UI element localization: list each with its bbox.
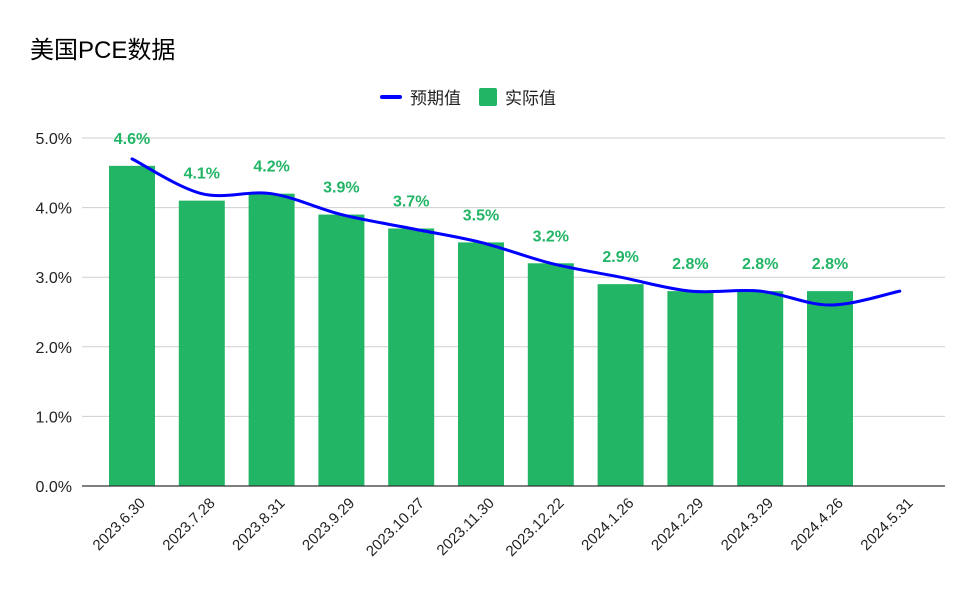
data-label: 3.7% [393, 193, 429, 210]
x-tick-label: 2024.1.26 [578, 495, 637, 554]
x-tick-label: 2023.12.22 [503, 495, 568, 560]
data-label: 3.2% [533, 228, 569, 245]
bar [527, 263, 574, 486]
legend-item-actual: 实际值 [479, 84, 556, 109]
data-label: 4.1% [184, 166, 220, 183]
data-label: 3.5% [463, 207, 499, 224]
data-label: 2.8% [742, 256, 778, 273]
data-label: 2.8% [672, 256, 708, 273]
x-tick-label: 2023.6.30 [90, 495, 149, 554]
chart-title: 美国PCE数据 [30, 37, 176, 64]
bar [458, 242, 504, 486]
legend-label-expected: 预期值 [410, 89, 461, 108]
y-tick-label: 4.0% [36, 201, 72, 218]
y-tick-label: 5.0% [36, 131, 72, 148]
data-label: 2.9% [602, 249, 638, 266]
legend-swatch-actual [479, 87, 497, 106]
bar [667, 291, 714, 486]
y-tick-label: 3.0% [36, 270, 72, 287]
bar [597, 284, 644, 486]
data-label: 3.9% [323, 180, 359, 197]
x-tick-label: 2023.11.30 [434, 495, 498, 559]
bar [807, 291, 853, 486]
bar [737, 291, 784, 486]
x-tick-label: 2024.3.29 [718, 495, 777, 554]
y-tick-label: 1.0% [36, 409, 72, 426]
legend-item-expected: 预期值 [380, 84, 461, 109]
x-tick-label: 2023.7.28 [159, 495, 218, 554]
x-tick-label: 2024.4.26 [788, 495, 847, 554]
x-tick-label: 2024.2.29 [648, 495, 707, 554]
y-tick-label: 0.0% [36, 479, 72, 496]
legend: 预期值 实际值 [380, 84, 556, 109]
legend-label-actual: 实际值 [505, 89, 556, 108]
bar [388, 228, 435, 487]
bar [248, 193, 295, 486]
data-label: 2.8% [812, 256, 848, 273]
bar [178, 200, 225, 486]
series-line-expected [130, 157, 902, 307]
data-label: 4.6% [114, 131, 150, 148]
bar [318, 214, 365, 486]
bar [109, 165, 155, 486]
data-label: 4.2% [253, 159, 289, 176]
x-tick-label: 2024.5.31 [857, 495, 916, 554]
x-tick-label: 2023.10.27 [363, 495, 428, 560]
x-tick-label: 2023.9.29 [299, 495, 358, 554]
x-tick-label: 2023.8.31 [229, 495, 288, 554]
y-tick-label: 2.0% [36, 340, 72, 357]
legend-swatch-expected [380, 94, 402, 99]
